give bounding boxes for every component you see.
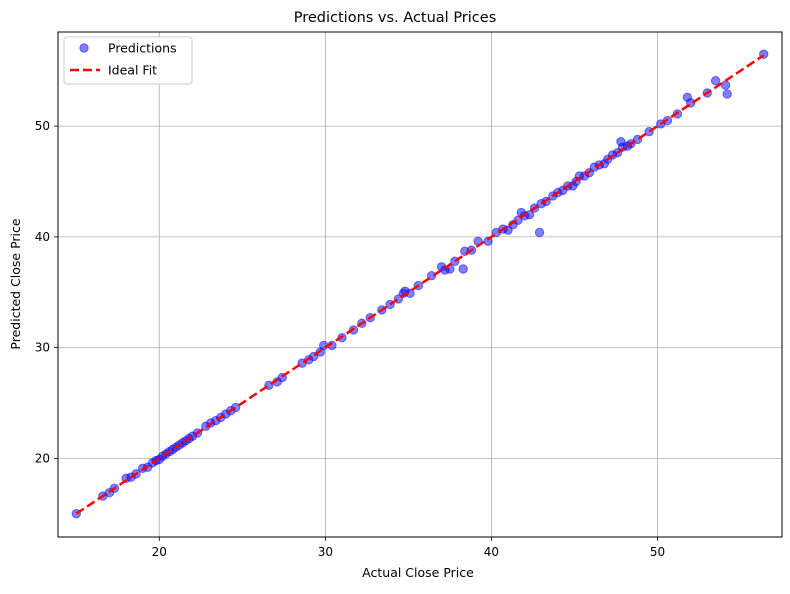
- prediction-point: [534, 227, 545, 238]
- grid: [58, 32, 782, 537]
- legend: Predictions Ideal Fit: [63, 36, 193, 85]
- y-tick-label: 40: [35, 230, 50, 244]
- x-tick-label: 50: [650, 545, 665, 559]
- x-tick-label: 40: [484, 545, 499, 559]
- chart-title: Predictions vs. Actual Prices: [294, 10, 497, 26]
- x-tick-label: 20: [152, 545, 167, 559]
- x-axis-label: Actual Close Price: [362, 565, 474, 580]
- y-tick-label: 20: [35, 451, 50, 465]
- prediction-point: [483, 236, 493, 247]
- legend-label: Ideal Fit: [108, 63, 157, 78]
- y-axis-label: Predicted Close Price: [8, 218, 23, 349]
- legend-marker-predictions: [79, 43, 89, 53]
- y-tick-label: 50: [35, 119, 50, 133]
- prediction-point: [458, 264, 468, 274]
- axis-ticks: 20 30 40 50 20 30 40 50: [35, 119, 665, 559]
- plot-data: [71, 49, 769, 519]
- plot-frame: [57, 31, 783, 538]
- y-tick-label: 30: [35, 341, 50, 355]
- ideal-fit-line: [75, 54, 765, 515]
- prediction-point: [710, 76, 721, 86]
- prediction-point: [722, 89, 732, 99]
- prediction-point: [720, 80, 731, 90]
- legend-box: [63, 36, 193, 85]
- legend-label: Predictions: [108, 41, 177, 56]
- x-tick-label: 30: [318, 545, 333, 559]
